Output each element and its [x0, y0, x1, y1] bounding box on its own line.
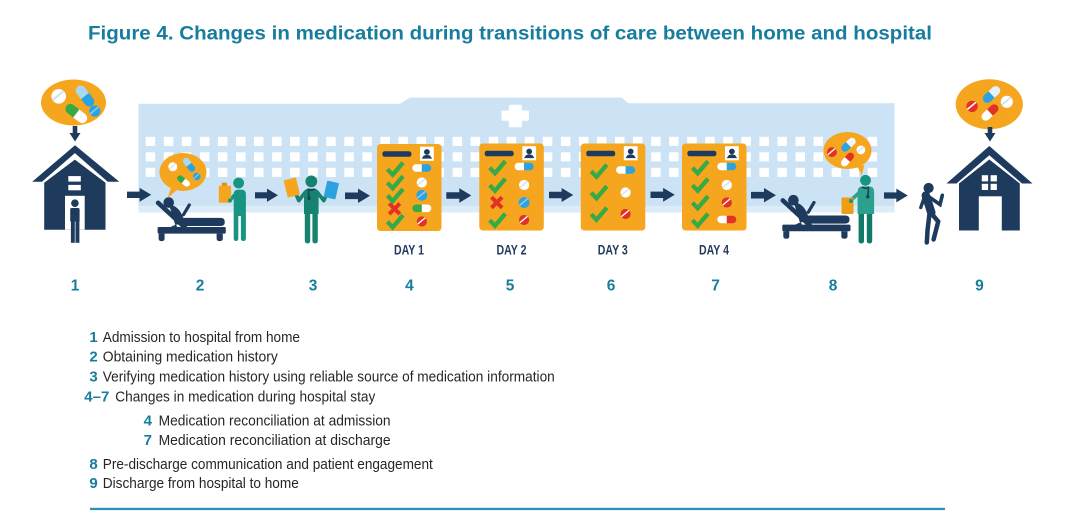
svg-text:3: 3: [309, 278, 318, 295]
svg-text:Pre-discharge communication an: Pre-discharge communication and patient …: [103, 456, 434, 473]
svg-text:5: 5: [506, 278, 515, 295]
svg-text:Medication reconciliation at a: Medication reconciliation at admission: [159, 413, 391, 430]
svg-text:4: 4: [144, 413, 153, 430]
svg-text:4–7: 4–7: [84, 389, 109, 406]
svg-text:4: 4: [405, 278, 414, 295]
svg-text:1: 1: [71, 278, 80, 295]
svg-text:Medication reconciliation at d: Medication reconciliation at discharge: [159, 432, 391, 449]
svg-text:DAY 3: DAY 3: [598, 243, 628, 258]
svg-text:9: 9: [89, 475, 97, 492]
svg-text:1: 1: [89, 329, 97, 346]
svg-text:Verifying medication history u: Verifying medication history using relia…: [103, 368, 555, 385]
svg-text:Discharge from hospital to hom: Discharge from hospital to home: [103, 475, 299, 492]
svg-text:DAY 4: DAY 4: [699, 243, 729, 258]
svg-text:DAY 2: DAY 2: [497, 243, 527, 258]
svg-text:9: 9: [975, 278, 984, 295]
svg-text:2: 2: [89, 349, 97, 366]
svg-text:3: 3: [89, 368, 97, 385]
svg-text:7: 7: [711, 278, 720, 295]
svg-text:6: 6: [607, 278, 616, 295]
svg-text:8: 8: [89, 456, 97, 473]
svg-text:Changes in medication during h: Changes in medication during hospital st…: [115, 389, 375, 406]
svg-text:Figure 4. Changes in medicatio: Figure 4. Changes in medication during t…: [88, 23, 932, 45]
svg-text:Admission to hospital from hom: Admission to hospital from home: [103, 329, 300, 346]
svg-text:2: 2: [196, 278, 205, 295]
svg-text:8: 8: [829, 278, 838, 295]
svg-text:7: 7: [144, 432, 152, 449]
svg-text:Obtaining medication history: Obtaining medication history: [103, 349, 278, 366]
svg-text:DAY 1: DAY 1: [394, 243, 424, 258]
